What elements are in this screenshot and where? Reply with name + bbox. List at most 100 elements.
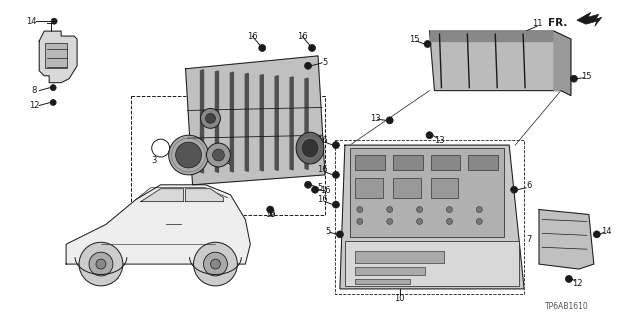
Circle shape <box>96 259 106 269</box>
Circle shape <box>205 114 216 123</box>
Polygon shape <box>260 75 263 171</box>
Text: 3: 3 <box>151 157 156 166</box>
Text: 15: 15 <box>582 72 592 81</box>
Circle shape <box>51 18 57 24</box>
Text: 2: 2 <box>180 167 185 176</box>
Circle shape <box>426 132 433 139</box>
Text: 16: 16 <box>265 210 276 219</box>
Polygon shape <box>554 31 571 96</box>
Polygon shape <box>429 31 561 91</box>
Text: 16: 16 <box>317 166 327 174</box>
Circle shape <box>447 207 452 212</box>
Text: 16: 16 <box>317 195 327 204</box>
Polygon shape <box>186 56 325 185</box>
Circle shape <box>476 219 483 225</box>
Ellipse shape <box>296 132 324 164</box>
Polygon shape <box>305 78 308 169</box>
Text: 15: 15 <box>410 34 420 44</box>
Circle shape <box>417 207 422 212</box>
Bar <box>131 96 325 214</box>
Text: 8: 8 <box>31 86 37 95</box>
Circle shape <box>357 219 363 225</box>
Text: 5: 5 <box>317 183 323 192</box>
Polygon shape <box>186 189 223 202</box>
Polygon shape <box>39 31 77 83</box>
Circle shape <box>259 45 266 51</box>
Bar <box>345 241 519 286</box>
Text: 16: 16 <box>247 32 258 41</box>
Circle shape <box>211 259 220 269</box>
Text: 16: 16 <box>317 136 327 145</box>
Circle shape <box>476 207 483 212</box>
Text: 14: 14 <box>26 17 36 26</box>
Text: TP6AB1610: TP6AB1610 <box>545 302 589 311</box>
Circle shape <box>50 85 56 91</box>
Circle shape <box>79 242 123 286</box>
Circle shape <box>305 181 312 188</box>
Circle shape <box>570 75 577 82</box>
Text: FR.: FR. <box>548 18 567 28</box>
Polygon shape <box>429 31 554 41</box>
Circle shape <box>175 142 202 168</box>
Circle shape <box>50 100 56 106</box>
Text: 16: 16 <box>297 32 307 41</box>
Circle shape <box>312 186 319 193</box>
Bar <box>335 140 524 294</box>
Circle shape <box>387 207 393 212</box>
Bar <box>350 148 504 237</box>
Text: 7: 7 <box>527 235 532 244</box>
Polygon shape <box>577 12 602 26</box>
Circle shape <box>417 219 422 225</box>
Circle shape <box>212 149 225 161</box>
Circle shape <box>424 41 431 48</box>
Text: 12: 12 <box>572 279 582 288</box>
Bar <box>431 178 458 198</box>
Circle shape <box>305 62 312 69</box>
Circle shape <box>193 242 237 286</box>
Bar <box>355 155 385 170</box>
Bar <box>355 267 424 275</box>
Text: 16: 16 <box>319 186 330 195</box>
Text: 1: 1 <box>213 105 218 114</box>
Text: 4: 4 <box>226 159 231 167</box>
Circle shape <box>332 201 339 208</box>
Polygon shape <box>245 73 248 171</box>
Circle shape <box>593 231 600 238</box>
Text: 6: 6 <box>527 181 532 190</box>
Text: 13: 13 <box>434 136 445 145</box>
Polygon shape <box>230 72 234 172</box>
Circle shape <box>565 276 572 282</box>
Circle shape <box>337 231 344 238</box>
Text: 1: 1 <box>113 272 118 281</box>
Polygon shape <box>340 145 524 289</box>
Circle shape <box>387 219 393 225</box>
Polygon shape <box>275 76 278 170</box>
Circle shape <box>357 207 363 212</box>
Bar <box>468 155 498 170</box>
Text: 10: 10 <box>394 294 405 303</box>
Polygon shape <box>539 210 594 269</box>
Ellipse shape <box>301 138 319 158</box>
Text: 5: 5 <box>325 227 331 236</box>
Circle shape <box>267 206 274 213</box>
Circle shape <box>332 142 339 149</box>
Circle shape <box>169 135 209 175</box>
Circle shape <box>89 252 113 276</box>
Circle shape <box>200 108 220 128</box>
Polygon shape <box>200 70 204 173</box>
Bar <box>355 279 410 284</box>
Circle shape <box>207 143 230 167</box>
Bar <box>431 155 460 170</box>
Polygon shape <box>141 189 184 202</box>
Text: 12: 12 <box>29 101 40 110</box>
Text: 11: 11 <box>532 19 542 28</box>
Bar <box>45 43 67 68</box>
Text: 13: 13 <box>371 114 381 123</box>
Text: 9: 9 <box>269 210 275 219</box>
Bar <box>355 251 444 263</box>
Bar <box>393 155 422 170</box>
Bar <box>355 178 383 198</box>
Text: 5: 5 <box>323 58 328 67</box>
Circle shape <box>308 45 316 51</box>
Polygon shape <box>290 77 293 170</box>
